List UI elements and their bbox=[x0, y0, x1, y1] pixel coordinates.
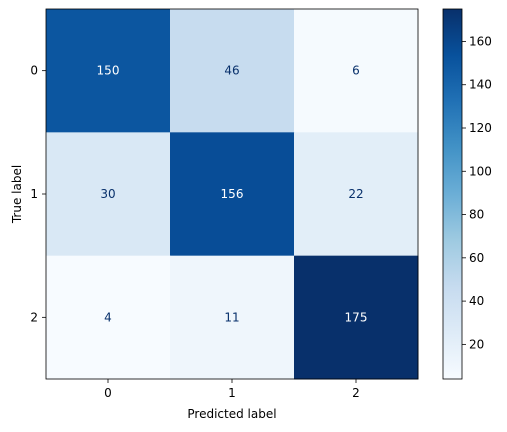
cell-value-label: 175 bbox=[345, 310, 368, 324]
colorbar-ticks: 20 40 60 80 100 120 140 160 bbox=[462, 34, 492, 351]
cell-value-label: 11 bbox=[224, 310, 239, 324]
cell-value-label: 22 bbox=[348, 187, 363, 201]
x-axis-ticks: 0 1 2 bbox=[104, 379, 360, 400]
x-axis-label: Predicted label bbox=[187, 407, 276, 421]
colorbar-tick-label: 20 bbox=[469, 337, 484, 351]
y-tick-label: 0 bbox=[30, 64, 38, 78]
heatmap-cells bbox=[46, 9, 419, 380]
x-tick-label: 2 bbox=[352, 386, 360, 400]
cell-value-label: 46 bbox=[224, 64, 239, 78]
colorbar-tick-label: 160 bbox=[469, 34, 492, 48]
x-tick-label: 1 bbox=[228, 386, 236, 400]
colorbar-tick-label: 40 bbox=[469, 294, 484, 308]
x-tick-label: 0 bbox=[104, 386, 112, 400]
cell-value-label: 150 bbox=[97, 64, 120, 78]
colorbar-tick-label: 60 bbox=[469, 251, 484, 265]
y-axis-ticks: 0 1 2 bbox=[30, 64, 46, 324]
heatmap-cell-r1-c2 bbox=[294, 132, 419, 257]
y-tick-label: 2 bbox=[30, 310, 38, 324]
cell-value-label: 156 bbox=[221, 187, 244, 201]
heatmap-cell-r2-c1 bbox=[170, 255, 295, 380]
heatmap-cell-labels: 150 46 6 30 156 22 4 11 175 bbox=[97, 64, 368, 325]
heatmap-cell-r2-c2 bbox=[294, 255, 419, 380]
colorbar-tick-label: 80 bbox=[469, 208, 484, 222]
heatmap-cell-r0-c0 bbox=[46, 9, 171, 133]
y-axis-label: True label bbox=[10, 165, 24, 224]
colorbar-tick-label: 100 bbox=[469, 164, 492, 178]
y-tick-label: 1 bbox=[30, 187, 38, 201]
heatmap-cell-r0-c2 bbox=[294, 9, 419, 133]
heatmap-cell-r1-c0 bbox=[46, 132, 171, 257]
cell-value-label: 4 bbox=[104, 310, 112, 324]
cell-value-label: 6 bbox=[352, 64, 360, 78]
cell-value-label: 30 bbox=[100, 187, 115, 201]
colorbar: 20 40 60 80 100 120 140 160 bbox=[442, 8, 492, 380]
heatmap-cell-r1-c1 bbox=[170, 132, 295, 257]
colorbar-gradient bbox=[442, 8, 463, 380]
colorbar-tick-label: 120 bbox=[469, 121, 492, 135]
colorbar-tick-label: 140 bbox=[469, 78, 492, 92]
heatmap-cell-r0-c1 bbox=[170, 9, 295, 133]
heatmap-cell-r2-c0 bbox=[46, 255, 171, 380]
